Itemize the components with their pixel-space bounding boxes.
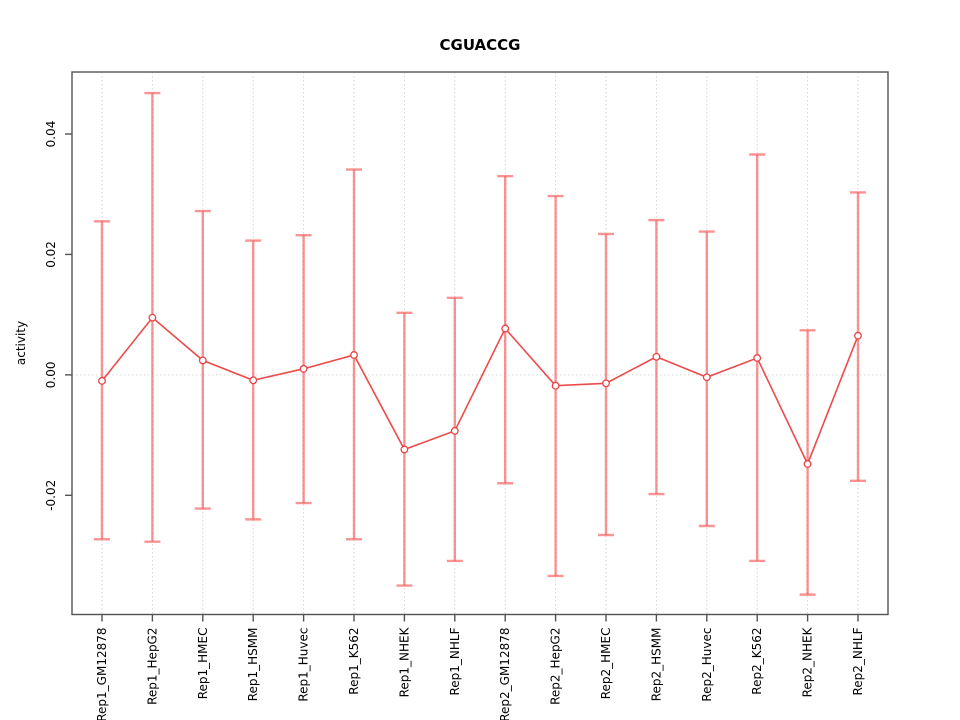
data-point-marker [753, 354, 762, 362]
x-tick-label: Rep1_HSMM [246, 628, 260, 702]
y-tick-label: -0.02 [44, 480, 58, 511]
plot-box [71, 71, 889, 616]
data-point-marker [803, 460, 812, 468]
y-tick-label: 0.04 [44, 121, 58, 148]
series-line [101, 316, 859, 466]
x-tick-label: Rep2_HepG2 [549, 628, 563, 705]
chart-title: CGUACCG [440, 36, 521, 54]
x-tick-label: Rep2_GM12878 [498, 628, 512, 720]
x-tick-label: Rep2_NHLF [851, 627, 865, 695]
x-tick-label: Rep1_NHEK [397, 626, 411, 697]
data-point-marker [98, 376, 106, 385]
data-point-marker [198, 356, 207, 365]
x-tick-label: Rep2_Huvec [700, 628, 714, 702]
data-point-marker [551, 381, 560, 390]
y-tick-label: 0.00 [44, 362, 58, 389]
data-point-marker [602, 379, 610, 388]
x-tick-label: Rep1_K562 [347, 628, 361, 695]
data-point-marker [400, 445, 409, 454]
x-tick-label: Rep1_NHLF [448, 627, 462, 695]
y-axis-title: activity [14, 321, 28, 365]
x-tick-label: Rep2_HMEC [599, 628, 613, 700]
x-tick-label: Rep2_NHEK [801, 626, 815, 697]
data-point-marker [249, 376, 258, 385]
x-tick-label: Rep1_HepG2 [145, 628, 159, 705]
data-point-marker [350, 351, 358, 359]
data-point-marker [702, 373, 711, 382]
x-tick-label: Rep1_HMEC [196, 628, 210, 700]
x-tick-label: Rep2_HSMM [649, 628, 663, 702]
data-point-marker [299, 364, 308, 373]
x-tick-label: Rep1_Huvec [297, 628, 311, 702]
data-point-marker [854, 331, 862, 340]
y-tick-label: 0.02 [44, 241, 58, 268]
x-tick-label: Rep2_K562 [750, 628, 764, 695]
data-point-marker [148, 313, 157, 322]
x-tick-label: Rep1_GM12878 [95, 628, 109, 720]
data-point-marker [450, 426, 459, 435]
data-point-marker [652, 352, 661, 361]
data-point-marker [501, 324, 510, 333]
